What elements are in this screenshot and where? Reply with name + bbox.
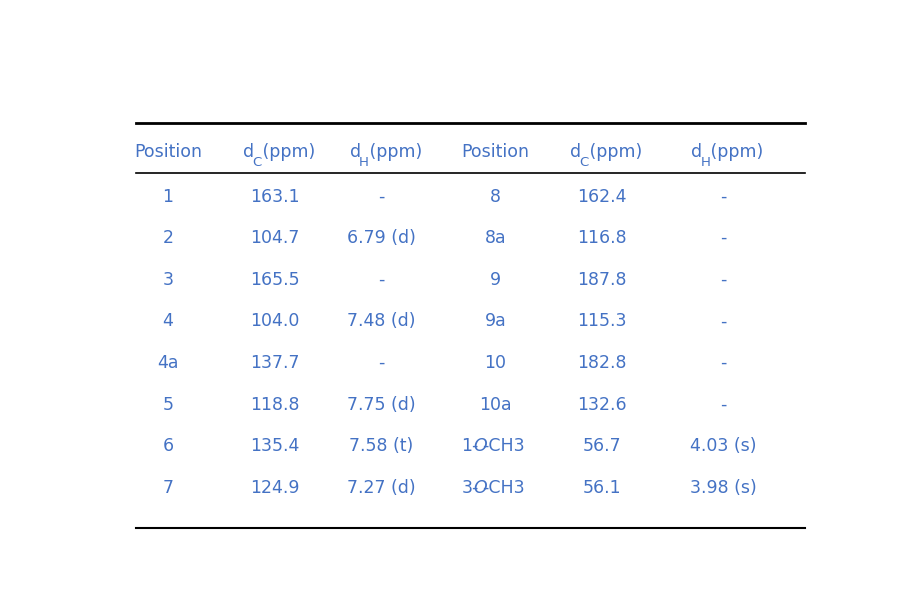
Text: 137.7: 137.7	[250, 354, 299, 372]
Text: 3: 3	[162, 271, 174, 289]
Text: d: d	[350, 142, 361, 161]
Text: 10a: 10a	[479, 395, 511, 414]
Text: 6: 6	[162, 437, 174, 455]
Text: H: H	[700, 155, 711, 169]
Text: 165.5: 165.5	[250, 271, 299, 289]
Text: -: -	[720, 313, 726, 330]
Text: -: -	[378, 354, 385, 372]
Text: -: -	[720, 229, 726, 247]
Text: 7.27 (d): 7.27 (d)	[347, 479, 416, 497]
Text: 10: 10	[485, 354, 507, 372]
Text: 56.1: 56.1	[583, 479, 621, 497]
Text: -: -	[720, 395, 726, 414]
Text: 8a: 8a	[485, 229, 506, 247]
Text: 8: 8	[490, 188, 501, 206]
Text: 162.4: 162.4	[577, 188, 627, 206]
Text: 7.75 (d): 7.75 (d)	[347, 395, 416, 414]
Text: 4.03 (s): 4.03 (s)	[689, 437, 756, 455]
Text: 124.9: 124.9	[250, 479, 299, 497]
Text: 2: 2	[162, 229, 174, 247]
Text: 3-: 3-	[461, 479, 478, 497]
Text: C: C	[579, 155, 588, 169]
Text: Position: Position	[462, 142, 530, 161]
Text: 104.0: 104.0	[250, 313, 299, 330]
Text: 7: 7	[162, 479, 174, 497]
Text: -: -	[378, 188, 385, 206]
Text: 182.8: 182.8	[577, 354, 627, 372]
Text: 132.6: 132.6	[577, 395, 627, 414]
Text: -CH3: -CH3	[482, 479, 524, 497]
Text: 56.7: 56.7	[583, 437, 621, 455]
Text: -: -	[720, 271, 726, 289]
Text: O: O	[474, 479, 487, 497]
Text: 104.7: 104.7	[250, 229, 299, 247]
Text: C: C	[252, 155, 262, 169]
Text: 118.8: 118.8	[250, 395, 299, 414]
Text: d: d	[570, 142, 581, 161]
Text: (ppm): (ppm)	[705, 142, 764, 161]
Text: -: -	[720, 354, 726, 372]
Text: 6.79 (d): 6.79 (d)	[347, 229, 416, 247]
Text: 5: 5	[162, 395, 174, 414]
Text: 115.3: 115.3	[577, 313, 627, 330]
Text: H: H	[359, 155, 369, 169]
Text: d: d	[691, 142, 702, 161]
Text: 1: 1	[162, 188, 174, 206]
Text: 4a: 4a	[157, 354, 179, 372]
Text: 116.8: 116.8	[577, 229, 627, 247]
Text: 4: 4	[162, 313, 174, 330]
Text: 163.1: 163.1	[250, 188, 299, 206]
Text: (ppm): (ppm)	[585, 142, 643, 161]
Text: 9: 9	[490, 271, 501, 289]
Text: (ppm): (ppm)	[257, 142, 315, 161]
Text: (ppm): (ppm)	[364, 142, 422, 161]
Text: Position: Position	[134, 142, 202, 161]
Text: 135.4: 135.4	[250, 437, 299, 455]
Text: -: -	[720, 188, 726, 206]
Text: 3.98 (s): 3.98 (s)	[689, 479, 756, 497]
Text: 7.58 (t): 7.58 (t)	[350, 437, 414, 455]
Text: 7.48 (d): 7.48 (d)	[347, 313, 416, 330]
Text: 1-: 1-	[461, 437, 478, 455]
Text: -: -	[378, 271, 385, 289]
Text: d: d	[242, 142, 254, 161]
Text: 9a: 9a	[485, 313, 506, 330]
Text: -CH3: -CH3	[482, 437, 524, 455]
Text: O: O	[474, 437, 487, 455]
Text: 187.8: 187.8	[577, 271, 627, 289]
